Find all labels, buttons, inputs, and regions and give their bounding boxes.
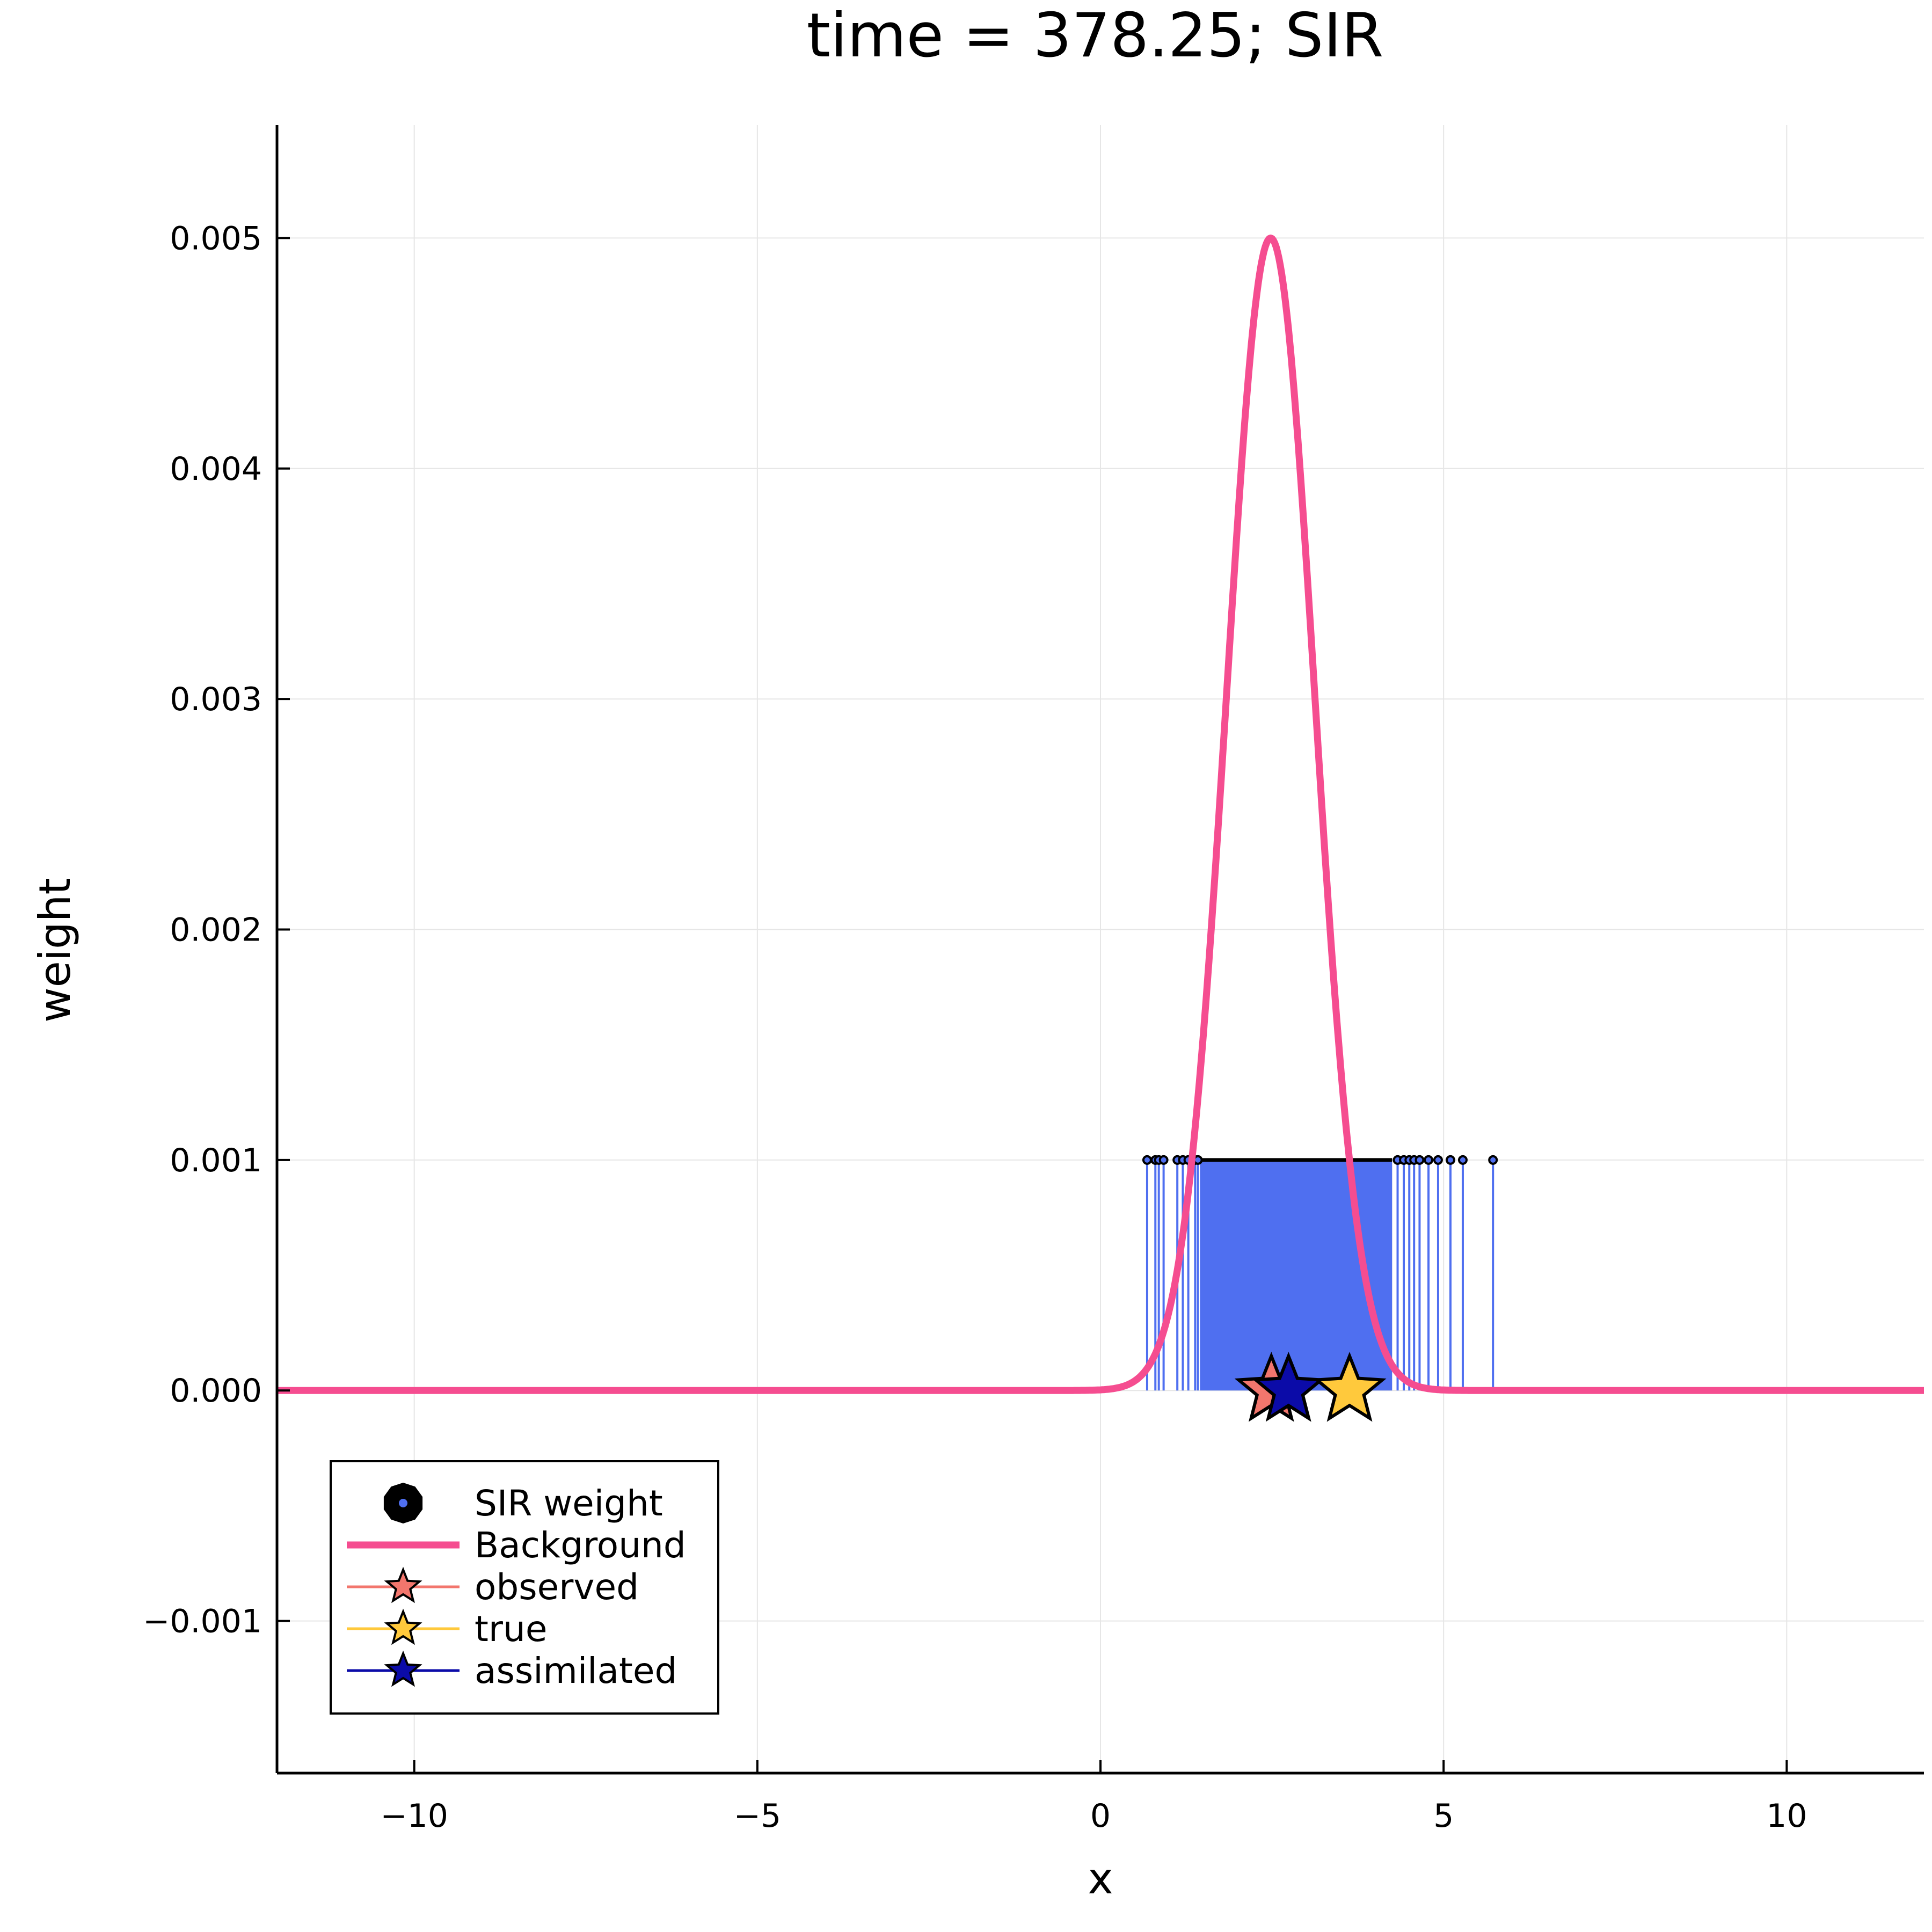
chart-title: time = 378.25; SIR (807, 0, 1384, 71)
y-tick-label: −0.001 (143, 1603, 262, 1641)
sir-weight-point (1488, 1155, 1498, 1165)
legend-sir-weight-dot (399, 1499, 407, 1507)
legend-label: SIR weight (475, 1483, 663, 1524)
legend-label: true (475, 1608, 547, 1650)
x-tick-label: −10 (380, 1797, 448, 1835)
legend-label: Background (475, 1525, 686, 1566)
legend-true-star (384, 1608, 422, 1645)
x-tick-label: 0 (1090, 1797, 1111, 1835)
sir-weight-point (1415, 1155, 1425, 1165)
x-ticks: −10 −5 0 5 10 (380, 1760, 1807, 1835)
y-tick-label: 0.000 (170, 1372, 262, 1410)
x-axis-label: x (1088, 1854, 1113, 1904)
y-tick-label: 0.002 (170, 912, 262, 949)
sir-weight-point (1158, 1155, 1169, 1165)
sir-weight-point (1424, 1155, 1434, 1165)
sir-weight-point (1457, 1155, 1468, 1165)
sir-weight-point (1433, 1155, 1443, 1165)
x-tick-label: −5 (734, 1797, 781, 1835)
y-tick-label: 0.005 (170, 220, 262, 257)
x-tick-label: 10 (1766, 1797, 1807, 1835)
sir-weight-stems-dense (1200, 1160, 1393, 1391)
background-curve (277, 234, 1924, 1394)
legend-observed-star (384, 1566, 422, 1603)
sir-weight-point (1445, 1155, 1455, 1165)
plot-area (277, 234, 1924, 1422)
true-marker (1313, 1352, 1387, 1422)
legend-assimilated-star (384, 1650, 422, 1687)
y-tick-label: 0.003 (170, 681, 262, 718)
legend: SIR weightBackgroundobservedtrueassimila… (330, 1460, 719, 1715)
y-ticks: −0.001 0.000 0.001 0.002 0.003 0.004 0.005 (143, 220, 290, 1641)
assimilated-marker (1251, 1352, 1325, 1422)
x-tick-label: 5 (1433, 1797, 1454, 1835)
y-tick-label: 0.001 (170, 1142, 262, 1179)
y-axis-label: weight (30, 878, 80, 1023)
legend-label: assimilated (475, 1650, 677, 1692)
legend-label: observed (475, 1566, 639, 1608)
sir-weight-point (1142, 1155, 1152, 1165)
y-tick-label: 0.004 (170, 450, 262, 488)
